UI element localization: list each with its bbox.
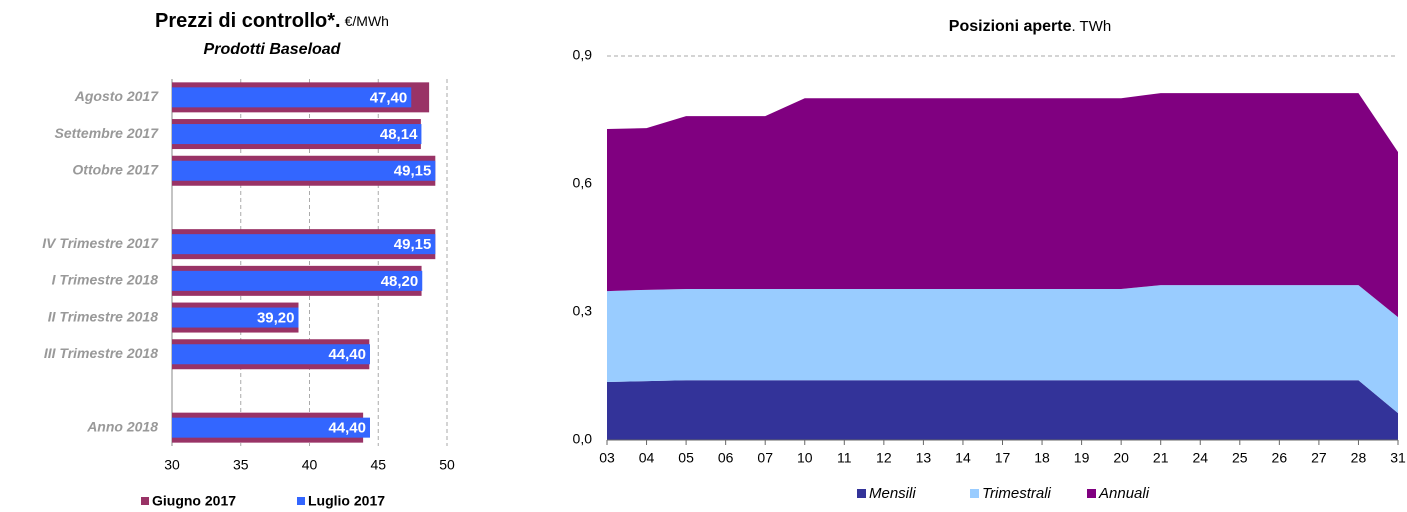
chart-title: Posizioni aperte. TWh	[949, 18, 1111, 35]
legend-label: Giugno 2017	[152, 493, 236, 509]
x-tick-label: 03	[599, 450, 615, 466]
x-tick-label: 35	[233, 457, 249, 473]
value-label: 49,15	[394, 163, 432, 180]
x-tick-label: 18	[1034, 450, 1050, 466]
bar	[172, 270, 423, 291]
x-tick-label: 50	[439, 457, 455, 473]
y-tick-label: III Trimestre 2018	[44, 345, 158, 361]
chart-title: Prezzi di controllo*. €/MWh	[155, 10, 389, 32]
legend-swatch	[1087, 489, 1096, 498]
x-tick-label: 14	[955, 450, 971, 466]
x-tick-label: 27	[1311, 450, 1327, 466]
x-tick-label: 10	[797, 450, 813, 466]
x-tick-label: 17	[995, 450, 1011, 466]
y-tick-label: 0,3	[573, 303, 593, 319]
y-tick-label: 0,6	[573, 175, 593, 191]
title-unit: . TWh	[1071, 18, 1111, 35]
x-tick-label: 20	[1113, 450, 1129, 466]
legend-label: Mensili	[869, 485, 916, 502]
x-tick-label: 45	[370, 457, 386, 473]
area	[607, 380, 1398, 440]
legend-swatch	[297, 497, 305, 505]
y-tick-label: Anno 2018	[86, 418, 158, 434]
x-tick-label: 06	[718, 450, 734, 466]
bar	[172, 87, 412, 108]
value-label: 44,40	[328, 420, 366, 437]
value-label: 47,40	[370, 89, 408, 106]
x-tick-label: 25	[1232, 450, 1248, 466]
legend-swatch	[970, 489, 979, 498]
legend-swatch	[141, 497, 149, 505]
x-tick-label: 40	[302, 457, 318, 473]
y-tick-label: II Trimestre 2018	[48, 308, 158, 324]
bar	[172, 160, 436, 181]
y-tick-label: Agosto 2017	[74, 88, 159, 104]
value-label: 39,20	[257, 310, 295, 327]
bar	[172, 344, 370, 365]
x-tick-label: 05	[678, 450, 694, 466]
x-tick-label: 13	[916, 450, 932, 466]
title: Posizioni aperte	[949, 18, 1072, 35]
y-tick-label: IV Trimestre 2017	[42, 235, 159, 251]
x-tick-label: 31	[1390, 450, 1406, 466]
y-tick-label: 0,9	[573, 47, 593, 63]
x-tick-label: 19	[1074, 450, 1090, 466]
legend-label: Luglio 2017	[308, 493, 385, 509]
x-tick-label: 30	[164, 457, 180, 473]
value-label: 48,14	[380, 126, 418, 143]
x-tick-label: 07	[757, 450, 773, 466]
x-tick-label: 04	[639, 450, 655, 466]
x-tick-label: 26	[1272, 450, 1288, 466]
x-tick-label: 12	[876, 450, 892, 466]
bar	[172, 234, 436, 255]
y-tick-label: I Trimestre 2018	[52, 272, 159, 288]
legend-label: Annuali	[1098, 485, 1150, 502]
legend-swatch	[857, 489, 866, 498]
area	[607, 93, 1398, 318]
x-tick-label: 11	[837, 450, 852, 466]
bar	[172, 417, 370, 438]
y-tick-label: Settembre 2017	[54, 125, 159, 141]
bar	[172, 124, 422, 145]
legend-label: Trimestrali	[982, 485, 1052, 502]
value-label: 49,15	[394, 236, 432, 253]
x-tick-label: 28	[1351, 450, 1367, 466]
x-tick-label: 21	[1153, 450, 1169, 466]
title-unit: €/MWh	[345, 13, 389, 29]
value-label: 48,20	[381, 273, 419, 290]
x-tick-label: 24	[1192, 450, 1208, 466]
area	[607, 285, 1398, 414]
y-tick-label: 0,0	[573, 431, 593, 447]
y-tick-label: Ottobre 2017	[72, 161, 159, 177]
value-label: 44,40	[328, 346, 366, 363]
bar	[172, 307, 299, 328]
subtitle: Prodotti Baseload	[204, 41, 342, 58]
title: Prezzi di controllo*.	[155, 10, 341, 32]
